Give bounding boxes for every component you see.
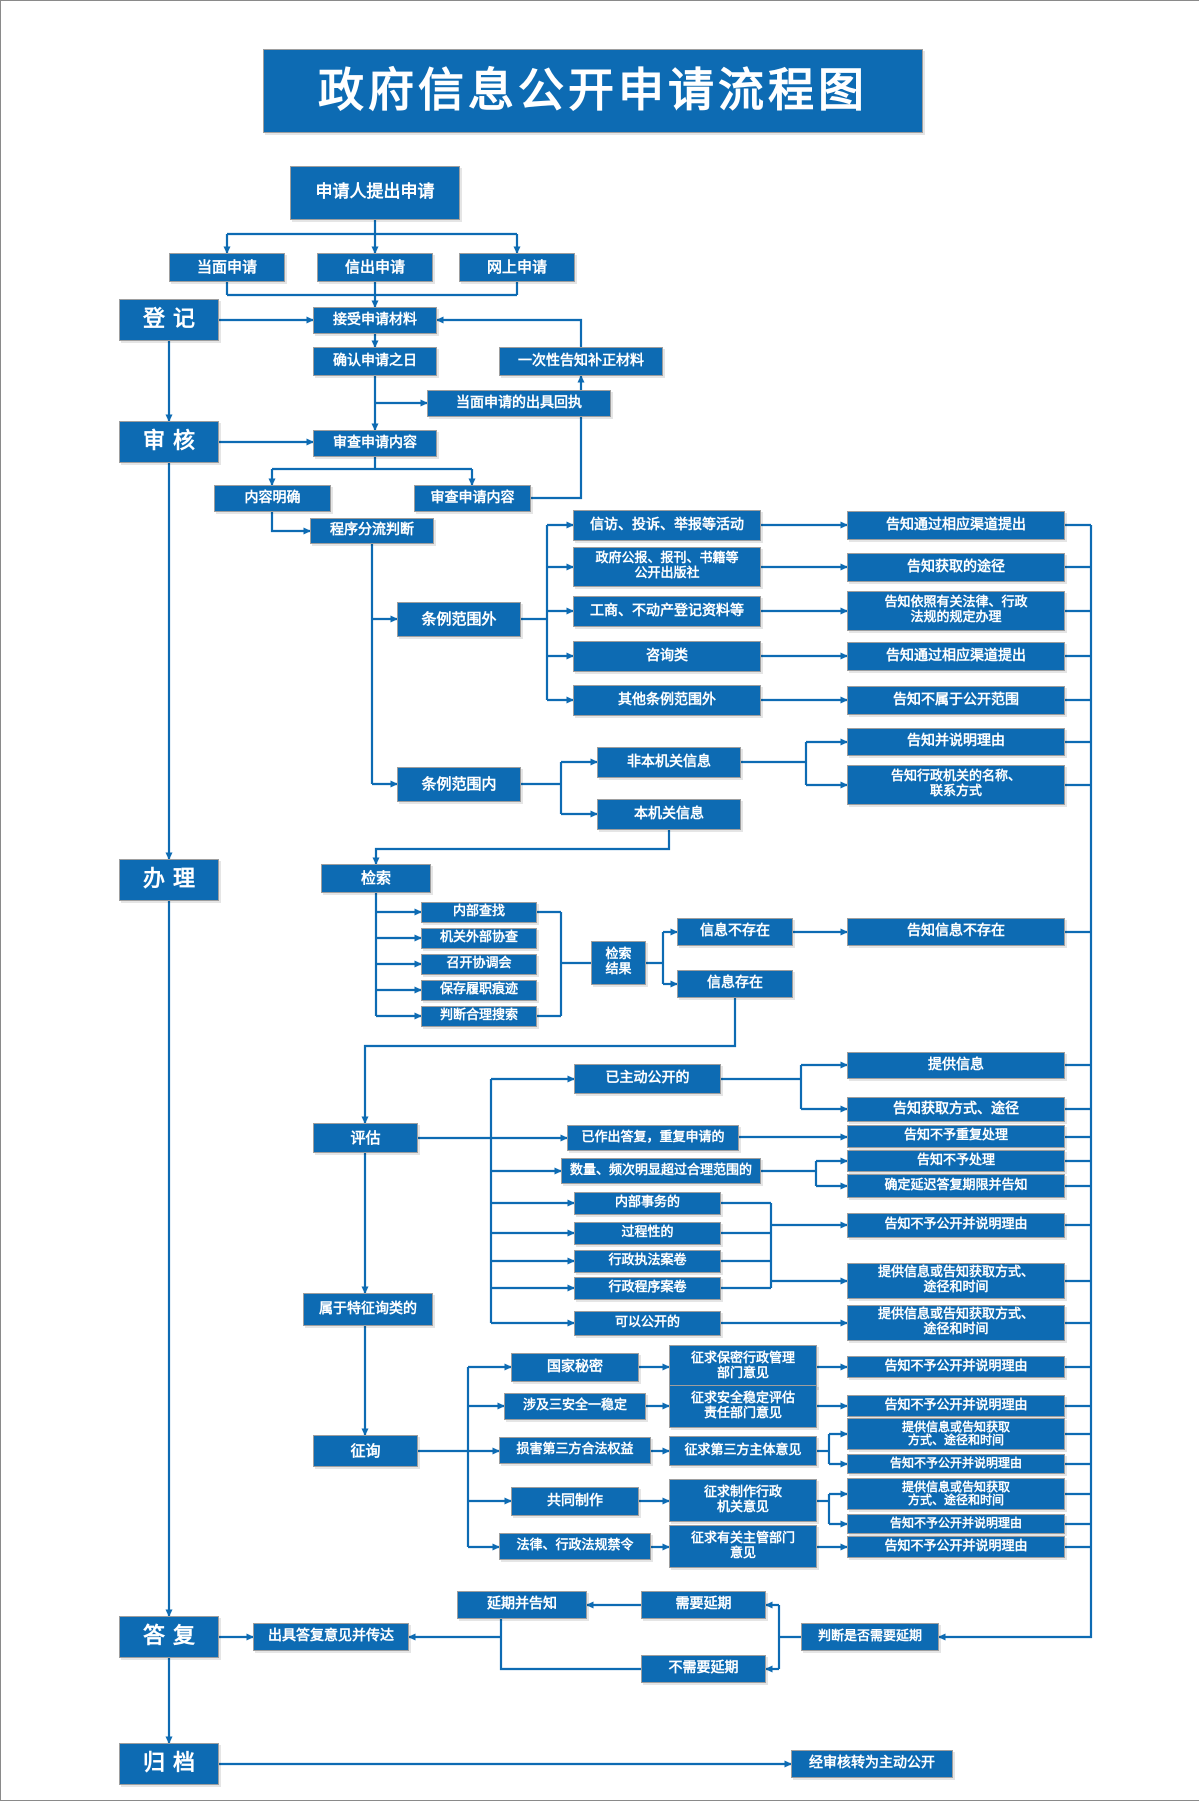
node-z2: 征求安全稳定评估 责任部门意见 — [669, 1385, 817, 1428]
node-s2: 机关外部协查 — [421, 928, 537, 949]
node-m2: 政府公报、报刊、书籍等 公开出版社 — [573, 547, 761, 587]
node-r13: 确定延迟答复期限并告知 — [847, 1174, 1065, 1198]
node-applicant: 申请人提出申请 — [290, 166, 460, 220]
node-tzx: 属于特征询类的 — [303, 1293, 433, 1326]
node-d2: 条例范围内 — [397, 767, 521, 802]
node-n2: 本机关信息 — [597, 799, 741, 830]
node-s3: 召开协调会 — [421, 954, 537, 975]
node-e1: 已主动公开的 — [574, 1064, 721, 1094]
node-z3: 征求第三方主体意见 — [669, 1436, 817, 1466]
node-r12: 告知不予处理 — [847, 1150, 1065, 1172]
node-a2: 信出申请 — [317, 253, 433, 282]
node-m3: 工商、不动产登记资料等 — [573, 596, 761, 627]
node-stage-shenhe: 审核 — [119, 421, 219, 463]
node-m5: 其他条例范围外 — [573, 685, 761, 716]
node-stage-dafu: 答复 — [119, 1616, 219, 1658]
node-e5: 过程性的 — [574, 1222, 721, 1245]
node-r5: 告知不属于公开范围 — [847, 686, 1065, 715]
node-pinggu: 评估 — [313, 1123, 418, 1153]
node-zd: 经审核转为主动公开 — [791, 1750, 953, 1778]
node-r16: 提供信息或告知获取方式、 途径和时间 — [847, 1305, 1065, 1341]
node-jiansuo: 检索 — [321, 864, 431, 893]
node-e4: 内部事务的 — [574, 1192, 721, 1215]
node-stage-banli: 办理 — [119, 859, 219, 901]
node-e2: 已作出答复，重复申请的 — [567, 1125, 739, 1151]
node-b1: 接受申请材料 — [313, 307, 437, 334]
node-x1: 信息不存在 — [677, 918, 793, 946]
node-xy: 需要延期 — [641, 1591, 766, 1619]
node-bxy: 不需要延期 — [641, 1655, 766, 1683]
node-r4: 告知通过相应渠道提出 — [847, 642, 1065, 671]
node-m1: 信访、投诉、举报等活动 — [573, 510, 761, 541]
node-c3: 审查申请内容 — [414, 485, 531, 512]
node-m4: 咨询类 — [573, 641, 761, 672]
node-r8: 告知信息不存在 — [847, 918, 1065, 946]
node-stage-dengji: 登记 — [119, 299, 219, 341]
node-cj: 出具答复意见并传达 — [253, 1623, 409, 1651]
node-a3: 网上申请 — [459, 253, 575, 282]
node-r15: 提供信息或告知获取方式、 途径和时间 — [847, 1263, 1065, 1299]
node-e8: 可以公开的 — [574, 1311, 721, 1336]
node-n1: 非本机关信息 — [597, 747, 741, 778]
node-r17: 告知不予公开并说明理由 — [847, 1356, 1065, 1378]
node-z1: 征求保密行政管理 部门意见 — [669, 1345, 817, 1388]
node-r10: 告知获取方式、途径 — [847, 1097, 1065, 1122]
node-z5: 征求有关主管部门 意见 — [669, 1525, 817, 1568]
node-q4: 共同制作 — [511, 1487, 639, 1516]
node-x2: 信息存在 — [677, 970, 793, 998]
node-c4: 程序分流判断 — [310, 518, 434, 544]
node-e7: 行政程序案卷 — [574, 1277, 721, 1300]
node-q1: 国家秘密 — [511, 1353, 639, 1382]
node-e3: 数量、频次明显超过合理范围的 — [561, 1158, 761, 1184]
node-c2: 内容明确 — [214, 485, 331, 512]
node-q5: 法律、行政法规禁令 — [499, 1533, 651, 1560]
node-d1: 条例范围外 — [397, 602, 521, 637]
node-b2: 一次性告知补正材料 — [499, 347, 663, 376]
node-r2: 告知获取的途径 — [847, 553, 1065, 582]
node-zhengxun: 征询 — [313, 1435, 418, 1467]
node-r14: 告知不予公开并说明理由 — [847, 1213, 1065, 1238]
node-pd: 判断是否需要延期 — [801, 1623, 939, 1651]
node-r21: 提供信息或告知获取 方式、途径和时间 — [847, 1478, 1065, 1510]
node-a1: 当面申请 — [169, 253, 285, 282]
node-c1: 审查申请内容 — [313, 430, 437, 457]
node-r6: 告知并说明理由 — [847, 728, 1065, 756]
node-r7: 告知行政机关的名称、 联系方式 — [847, 765, 1065, 805]
node-s4: 保存履职痕迹 — [421, 980, 537, 1001]
node-z4: 征求制作行政 机关意见 — [669, 1479, 817, 1522]
node-r23: 告知不予公开并说明理由 — [847, 1536, 1065, 1558]
node-r11: 告知不予重复处理 — [847, 1125, 1065, 1148]
node-b4: 当面申请的出具回执 — [427, 390, 611, 417]
node-jg: 检索 结果 — [591, 941, 646, 985]
node-yq: 延期并告知 — [457, 1591, 587, 1619]
node-q2: 涉及三安全一稳定 — [504, 1393, 646, 1420]
node-title: 政府信息公开申请流程图 — [263, 49, 923, 133]
node-r22: 告知不予公开并说明理由 — [847, 1514, 1065, 1534]
node-r1: 告知通过相应渠道提出 — [847, 511, 1065, 540]
node-e6: 行政执法案卷 — [574, 1250, 721, 1273]
node-r3: 告知依照有关法律、行政 法规的规定办理 — [847, 591, 1065, 631]
node-q3: 损害第三方合法权益 — [499, 1437, 651, 1464]
node-r19: 提供信息或告知获取 方式、途径和时间 — [847, 1418, 1065, 1450]
node-r18: 告知不予公开并说明理由 — [847, 1395, 1065, 1417]
node-r9: 提供信息 — [847, 1052, 1065, 1079]
node-s5: 判断合理搜索 — [421, 1006, 537, 1027]
node-b3: 确认申请之日 — [313, 347, 437, 376]
node-s1: 内部查找 — [421, 902, 537, 923]
node-r20: 告知不予公开并说明理由 — [847, 1454, 1065, 1474]
node-stage-guidang: 归档 — [119, 1743, 219, 1785]
